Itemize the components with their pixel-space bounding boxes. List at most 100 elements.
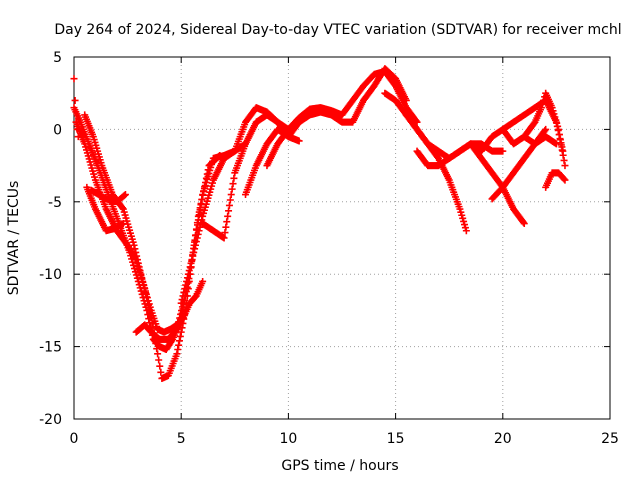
data-point	[230, 174, 238, 182]
data-point	[145, 300, 153, 308]
data-point	[153, 345, 161, 353]
data-point	[537, 104, 545, 112]
x-tick-label: 10	[279, 431, 297, 447]
series-arc-3	[81, 111, 207, 336]
x-tick-label: 25	[601, 431, 619, 447]
data-point	[152, 339, 160, 347]
data-point	[178, 307, 186, 315]
series-arc-10	[263, 67, 421, 170]
x-tick-label: 5	[177, 431, 186, 447]
series-arc-6	[132, 299, 187, 343]
data-point	[199, 277, 207, 285]
data-point	[71, 96, 79, 104]
data-point	[191, 245, 199, 253]
data-point	[72, 118, 80, 126]
data-point	[221, 229, 229, 237]
data-point	[135, 263, 143, 271]
data-points	[70, 65, 569, 382]
data-point	[121, 191, 129, 199]
data-point	[121, 191, 129, 199]
data-point	[181, 285, 189, 293]
data-point	[556, 136, 564, 144]
data-point	[220, 234, 228, 242]
y-tick-label: -5	[48, 195, 62, 211]
data-point	[519, 218, 527, 226]
data-point	[142, 290, 150, 298]
data-point	[557, 141, 565, 149]
data-point	[226, 196, 234, 204]
data-point	[196, 223, 204, 231]
data-point	[130, 241, 138, 249]
data-point	[173, 350, 181, 358]
x-tick-label: 0	[70, 431, 79, 447]
data-point	[555, 125, 563, 133]
data-point	[155, 356, 163, 364]
data-point	[175, 337, 183, 345]
data-point	[138, 274, 146, 282]
data-point	[188, 256, 196, 264]
data-point	[146, 303, 154, 311]
data-point	[191, 241, 199, 249]
data-point	[119, 220, 127, 228]
data-point	[541, 127, 549, 135]
data-point	[225, 207, 233, 215]
data-point	[178, 296, 186, 304]
data-point	[144, 297, 152, 305]
data-point	[225, 201, 233, 209]
data-point	[185, 267, 193, 275]
plot-border	[73, 56, 611, 420]
data-point	[172, 326, 180, 334]
data-point	[175, 341, 183, 349]
x-tick-label: 15	[387, 431, 405, 447]
series-arc-8	[199, 111, 292, 242]
data-point	[180, 288, 188, 296]
data-point	[520, 220, 528, 228]
data-point	[137, 270, 145, 278]
data-point	[295, 137, 303, 145]
data-point	[559, 151, 567, 159]
data-point	[157, 368, 165, 376]
data-point	[499, 147, 507, 155]
data-point	[195, 227, 203, 235]
data-point	[227, 191, 235, 199]
data-point	[193, 234, 201, 242]
data-point	[552, 140, 560, 148]
series-arc-15	[488, 125, 550, 203]
data-point	[558, 146, 566, 154]
plot-frame	[73, 56, 611, 420]
data-point	[542, 125, 550, 133]
data-point	[198, 216, 206, 224]
data-point	[177, 328, 185, 336]
data-point	[176, 314, 184, 322]
data-point	[74, 133, 82, 141]
y-tick-label: -15	[39, 340, 62, 356]
series-arc-9	[242, 65, 410, 199]
axis-ticks: 0 5 10 15 20 25 -20 -15 -10 -5 0 5	[39, 50, 619, 447]
series-arc-19	[70, 75, 82, 141]
data-point	[189, 252, 197, 260]
data-point	[560, 175, 568, 183]
data-point	[141, 284, 149, 292]
data-point	[228, 185, 236, 193]
data-point	[176, 332, 184, 340]
x-tick-label: 20	[494, 431, 512, 447]
y-axis-label: SDTVAR / TECUs	[6, 181, 22, 296]
y-tick-label: 5	[53, 50, 62, 66]
data-point	[182, 281, 190, 289]
data-point	[136, 267, 144, 275]
data-point	[140, 281, 148, 289]
data-point	[132, 271, 140, 279]
data-point	[177, 299, 185, 307]
data-point	[174, 345, 182, 353]
series-arc-12	[402, 111, 528, 228]
data-point	[222, 223, 230, 231]
chart-title: Day 264 of 2024, Sidereal Day-to-day VTE…	[54, 22, 621, 38]
data-point	[133, 252, 141, 260]
data-point	[192, 238, 200, 246]
data-point	[187, 259, 195, 267]
data-point	[183, 277, 191, 285]
data-point	[139, 277, 147, 285]
data-point	[555, 131, 563, 139]
x-axis-label: GPS time / hours	[281, 458, 398, 474]
data-point	[174, 322, 182, 330]
